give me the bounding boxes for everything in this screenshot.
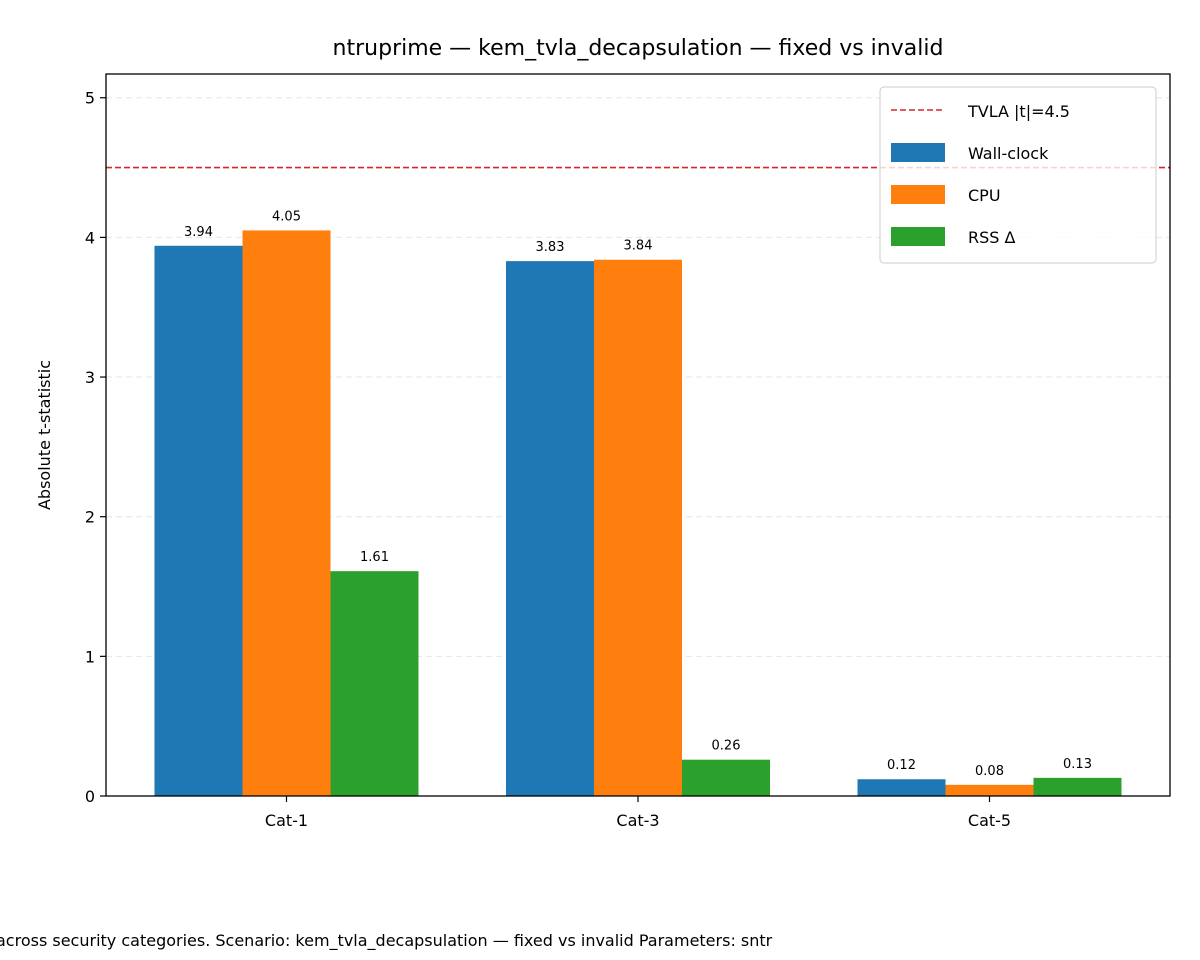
legend-swatch [891, 143, 945, 162]
legend: TVLA |t|=4.5 Wall-clock CPU RSS Δ [879, 86, 1157, 264]
bar-value-label: 3.84 [624, 239, 653, 254]
bar [242, 230, 331, 797]
data-labels: 3.94 4.05 1.61 3.83 3.84 0.26 0.12 0.08 0.13 [184, 209, 1092, 778]
bar-value-label: 1.61 [360, 550, 389, 565]
bar-value-label: 0.12 [887, 758, 916, 773]
x-tick-label: Cat-5 [968, 811, 1011, 830]
y-axis-label: Absolute t-statistic [35, 360, 54, 510]
bar-value-label: 0.13 [1063, 757, 1092, 772]
y-tick-label: 4 [85, 228, 95, 247]
bar [506, 261, 594, 797]
bar [330, 571, 419, 796]
bar-value-label: 0.26 [712, 739, 741, 754]
legend-label: CPU [968, 186, 1001, 205]
bar [945, 784, 1034, 796]
y-tick-label: 5 [85, 89, 95, 108]
y-tick-label: 3 [85, 368, 95, 387]
bar [594, 259, 682, 796]
x-tick-label: Cat-3 [616, 811, 659, 830]
bars [154, 230, 1122, 797]
bar-value-label: 4.05 [272, 209, 301, 224]
legend-label: Wall-clock [968, 144, 1049, 163]
legend-box [879, 86, 1157, 264]
bar-value-label: 0.08 [975, 764, 1004, 779]
legend-swatch [891, 227, 945, 246]
legend-threshold-label: TVLA |t|=4.5 [967, 102, 1070, 121]
y-tick-label: 0 [85, 787, 95, 806]
x-axis: Cat-1 Cat-3 Cat-5 [265, 796, 1011, 830]
y-axis: 0 1 2 3 4 5 [85, 89, 106, 806]
x-tick-label: Cat-1 [265, 811, 308, 830]
legend-swatch [891, 185, 945, 204]
bar [154, 245, 243, 797]
legend-label: RSS Δ [968, 228, 1016, 247]
bar-value-label: 3.94 [184, 225, 213, 240]
bar-value-label: 3.83 [536, 240, 565, 255]
y-tick-label: 1 [85, 647, 95, 666]
bar [682, 759, 770, 796]
bar [1033, 777, 1122, 796]
figure-caption: across security categories. Scenario: ke… [0, 931, 773, 951]
y-tick-label: 2 [85, 508, 95, 527]
chart-title: ntruprime — kem_tvla_decapsulation — fix… [333, 36, 944, 61]
bar [857, 779, 946, 796]
